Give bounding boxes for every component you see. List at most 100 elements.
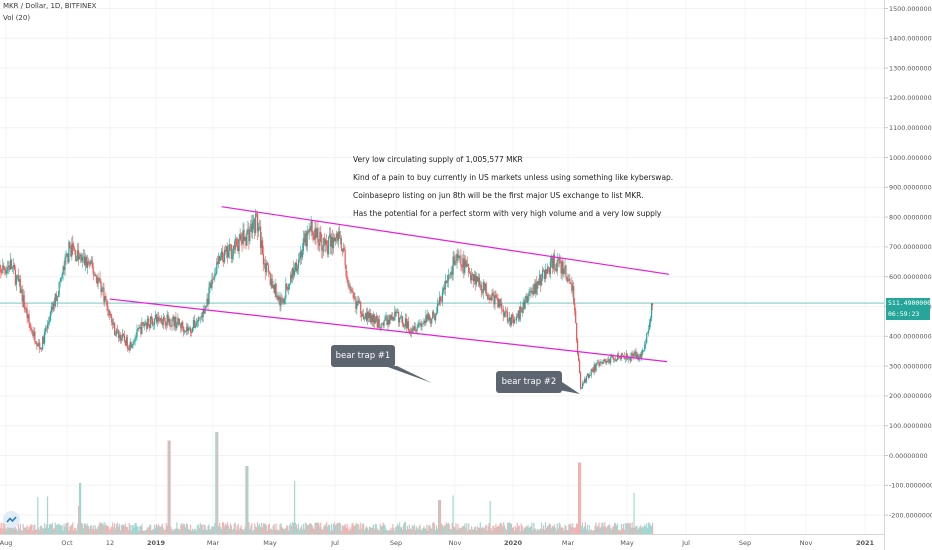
candle-body	[187, 328, 190, 332]
callout-bear-trap-1[interactable]: bear trap #1	[331, 345, 395, 367]
volume-bar	[416, 527, 418, 534]
candlestick-series[interactable]	[0, 208, 654, 391]
candle-body	[541, 279, 543, 286]
volume-bar	[601, 522, 603, 534]
volume-bar	[411, 525, 413, 534]
candle-body	[269, 272, 271, 285]
volume-bar	[423, 526, 425, 534]
volume-bar	[232, 528, 234, 534]
volume-bar	[6, 528, 8, 534]
volume-bar	[540, 528, 542, 534]
price-axis[interactable]: 1500.00000000 1400.00000000 1300.00000000 1…	[884, 5, 932, 520]
tradingview-logo[interactable]	[3, 511, 20, 528]
candle-body	[401, 316, 404, 324]
volume-bar	[267, 524, 269, 534]
candle-body	[6, 269, 8, 274]
candle-body	[107, 305, 109, 311]
volume-bar	[227, 525, 230, 534]
candle-body	[10, 259, 13, 269]
candle-body	[55, 293, 57, 302]
volume-bar	[347, 528, 349, 534]
volume-bar	[489, 500, 491, 534]
candle-body	[637, 354, 639, 360]
candle-body	[391, 316, 393, 320]
candle-body	[163, 317, 165, 321]
volume-indicator-label[interactable]: Vol (20)	[3, 14, 31, 22]
candle-body	[105, 295, 107, 300]
volume-bar	[15, 528, 17, 534]
volume-bar	[341, 525, 343, 534]
volume-bar	[408, 524, 410, 534]
candle-body	[178, 318, 180, 324]
volume-bar	[115, 528, 117, 534]
candle-body	[185, 330, 187, 333]
candle-body	[591, 368, 593, 370]
volume-bar	[195, 530, 197, 534]
volume-bar	[113, 527, 115, 534]
candle-body	[625, 353, 627, 359]
annotation-line-2: Kind of a pain to buy currently in US ma…	[353, 173, 674, 182]
candle-body	[144, 324, 146, 326]
candle-body	[371, 315, 373, 323]
volume-bar	[494, 528, 496, 534]
volume-bar	[649, 523, 651, 534]
candle-body	[428, 313, 430, 320]
candle-body	[426, 315, 428, 320]
volume-bar	[29, 526, 31, 534]
candle-body	[633, 353, 635, 357]
candle-body	[345, 264, 347, 277]
candle-body	[537, 280, 539, 289]
volume-bar	[497, 525, 499, 534]
volume-bar	[200, 524, 202, 534]
time-axis[interactable]: Aug Oct 12 2019 Mar May Jul Sep Nov 2020 Mar May Jul…	[0, 539, 875, 547]
candle-body	[452, 256, 454, 275]
candle-body	[87, 261, 89, 264]
candle-body	[410, 331, 412, 333]
candle-body	[303, 238, 305, 243]
candle-body	[241, 240, 243, 244]
volume-bar	[337, 522, 339, 534]
candle-body	[315, 228, 317, 238]
channel-trendlines[interactable]	[109, 206, 670, 363]
volume-bar	[116, 522, 119, 534]
candle-body	[244, 236, 246, 241]
volume-bar	[42, 528, 44, 534]
price-tick-label: 1300.00000000	[889, 64, 932, 72]
price-tick-label: 800.00000000	[889, 213, 932, 221]
symbol-title[interactable]: MKR / Dollar, 1D, BITFINEX	[3, 2, 97, 10]
candle-body	[413, 326, 415, 331]
volume-bar	[358, 524, 360, 534]
volume-bar	[448, 524, 450, 534]
volume-bar	[640, 525, 642, 534]
callout-bear-trap-2[interactable]: bear trap #2	[496, 371, 562, 393]
volume-bar	[450, 529, 452, 534]
volume-bar	[577, 524, 579, 534]
price-tick-label: 200.00000000	[889, 392, 932, 400]
volume-bar	[266, 530, 268, 534]
volume-bar	[1, 522, 3, 534]
volume-bar	[578, 462, 580, 534]
candle-body	[524, 297, 526, 309]
candle-body	[35, 341, 37, 344]
candle-body	[354, 297, 356, 299]
candle-body	[186, 326, 189, 332]
candle-body	[74, 249, 76, 251]
volume-bar	[361, 528, 363, 534]
candle-body	[486, 294, 488, 296]
volume-bar	[554, 527, 556, 534]
text-annotation[interactable]: Very low circulating supply of 1,005,577…	[353, 151, 673, 223]
volume-bar	[127, 529, 129, 534]
volume-bar	[455, 523, 457, 534]
candle-body	[445, 280, 447, 283]
volume-bar	[325, 524, 327, 534]
volume-bar	[272, 525, 274, 534]
candle-body	[78, 250, 80, 260]
volume-bar	[543, 529, 546, 534]
candle-body	[53, 303, 55, 307]
candle-body	[97, 278, 99, 284]
volume-bar	[82, 528, 85, 534]
candle-body	[478, 277, 480, 286]
candle-body	[343, 248, 345, 251]
candle-body	[75, 250, 77, 261]
